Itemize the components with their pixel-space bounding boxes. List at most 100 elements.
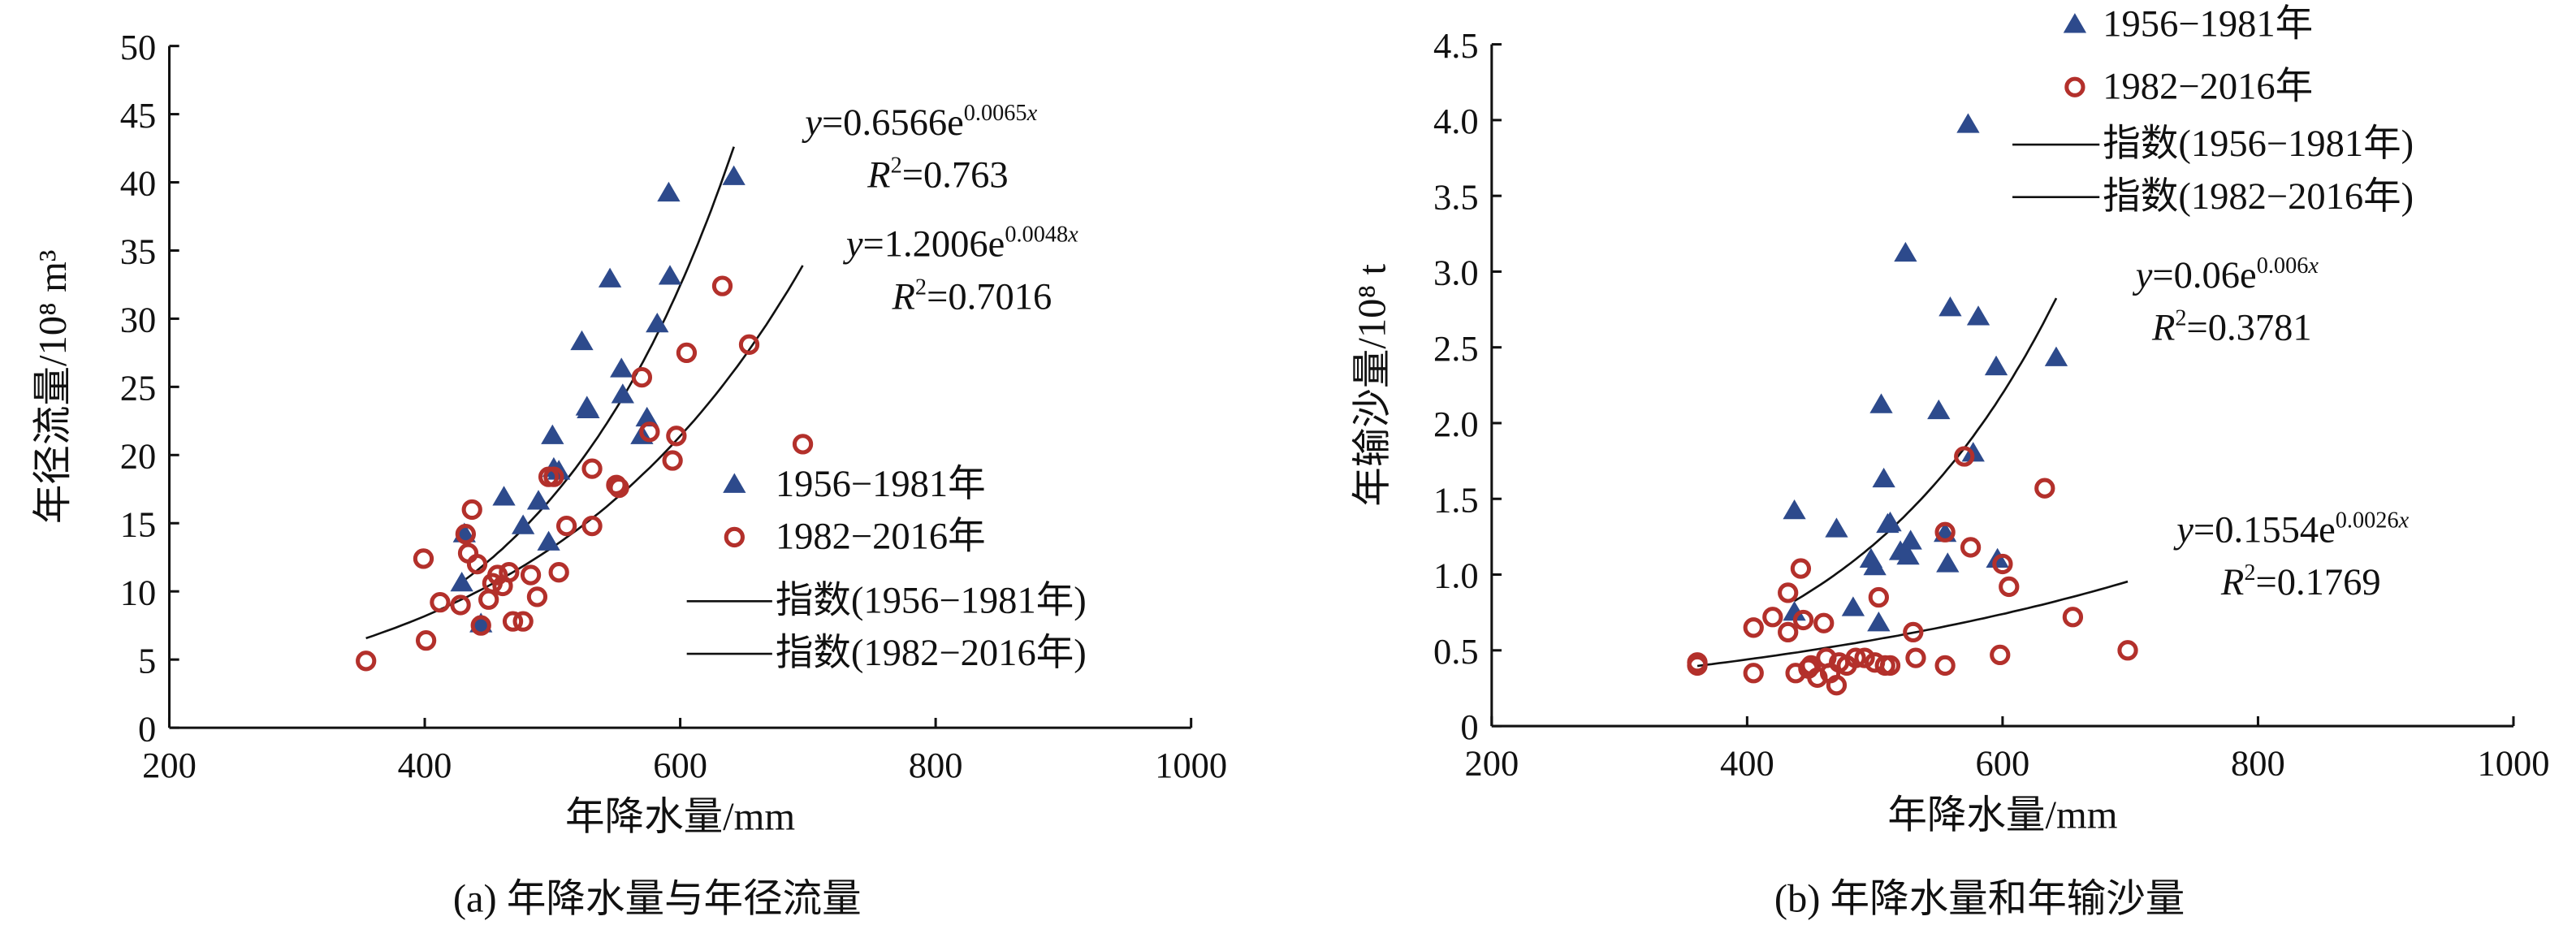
equation-part: =0.1769	[2256, 562, 2381, 603]
y-tick-label: 40	[120, 163, 157, 204]
equation-part: R	[867, 155, 890, 197]
point	[1743, 663, 1764, 684]
point	[1999, 576, 2020, 598]
point	[646, 312, 669, 333]
x-tick-label: 1000	[1155, 745, 1227, 785]
point	[1938, 296, 1962, 317]
subplot: 200 400 600 800 1000 0 5 10 15 20 25 30 35 40 45 50 年降水量…	[32, 27, 1227, 921]
legend-marker	[2063, 13, 2087, 33]
point	[1792, 609, 1814, 631]
equation-part: =0.06e	[2152, 255, 2256, 296]
point	[631, 366, 653, 388]
point	[1841, 596, 1865, 616]
point	[1966, 305, 1990, 326]
y-axis-label: 年输沙量/10⁸ t	[1351, 263, 1394, 506]
point	[1894, 241, 1917, 262]
equation-part: 0.006	[2257, 253, 2309, 279]
point	[1899, 530, 1922, 550]
point	[526, 586, 548, 607]
equation-part: x	[2398, 508, 2410, 533]
equation-part: 2	[2175, 306, 2186, 331]
fit-equation: R2=0.763	[867, 153, 1008, 196]
point	[1869, 393, 1893, 413]
point	[455, 524, 477, 545]
point	[356, 651, 377, 672]
point	[537, 530, 560, 551]
point	[1954, 446, 1975, 467]
point	[1936, 552, 1960, 573]
equation-part: R	[2220, 562, 2244, 603]
y-tick-label: 0.5	[1433, 631, 1479, 672]
point	[635, 406, 659, 427]
point	[1783, 499, 1806, 520]
equation-part: y	[2133, 255, 2153, 296]
y-tick-label: 50	[120, 27, 157, 67]
caption: (a) 年降水量与年径流量	[453, 878, 862, 921]
subplot: 200 400 600 800 1000 0 0.5 1.0 1.5 2.0 2.5 3.0 3.5 4.…	[1351, 4, 2549, 921]
point	[526, 490, 551, 510]
y-tick-label: 10	[120, 572, 157, 612]
point	[2117, 640, 2138, 661]
point	[608, 477, 629, 499]
equation-part: 2	[915, 274, 927, 300]
equation-part: =0.1554e	[2193, 510, 2336, 551]
x-tick-label: 600	[1976, 743, 2030, 784]
x-axis-label: 年降水量/mm	[1887, 793, 2117, 836]
point	[611, 383, 634, 404]
point	[1868, 586, 1889, 608]
point	[466, 553, 488, 575]
legend-label: 1956−1981年	[776, 464, 986, 505]
point	[1956, 113, 1980, 133]
point	[1826, 675, 1848, 696]
point	[1990, 644, 2011, 666]
x-tick-label: 1000	[2477, 743, 2549, 784]
point	[555, 515, 577, 537]
fit-equation: y=0.06e0.006x	[2133, 253, 2319, 296]
fit-equation: y=0.6566e0.0065x	[802, 101, 1037, 144]
equation-part: R	[2151, 308, 2175, 349]
equation-part: R	[892, 276, 915, 318]
point	[676, 342, 698, 364]
y-tick-label: 3.5	[1433, 176, 1479, 217]
x-tick-label: 600	[653, 745, 707, 785]
y-tick-label: 45	[120, 95, 157, 136]
x-tick-label: 200	[1464, 743, 1519, 784]
point	[577, 398, 600, 419]
point	[469, 612, 493, 633]
point	[662, 450, 683, 471]
point	[1790, 558, 1812, 579]
fit-curve	[365, 265, 804, 640]
y-tick-label: 4.5	[1433, 25, 1479, 66]
equation-part: =0.6566e	[822, 102, 964, 144]
point	[520, 564, 542, 586]
x-tick-label: 400	[398, 745, 452, 785]
point	[1934, 655, 1956, 676]
point	[581, 458, 603, 479]
fit-equation: R2=0.1769	[2220, 560, 2381, 603]
point	[598, 267, 622, 287]
point	[492, 486, 516, 506]
y-tick-label: 3.0	[1433, 253, 1479, 293]
fit-equation: R2=0.3781	[2151, 306, 2312, 349]
y-tick-label: 5	[138, 640, 156, 681]
point	[457, 542, 479, 564]
point	[415, 629, 437, 651]
legend-marker	[724, 526, 745, 548]
fit-equation: y=1.2006e0.0048x	[843, 222, 1078, 265]
equation-part: =0.7016	[927, 276, 1052, 318]
equation-part: =0.763	[902, 155, 1009, 197]
point	[1743, 617, 1764, 638]
point	[657, 181, 681, 202]
fit-curve	[1793, 297, 2058, 603]
legend-marker	[2064, 76, 2085, 97]
equation-part: =1.2006e	[863, 224, 1005, 266]
legend-label: 指数(1982−2016年)	[776, 633, 1087, 674]
point	[1905, 647, 1926, 668]
point	[1687, 652, 1708, 673]
y-tick-label: 2.0	[1433, 404, 1479, 444]
point	[430, 591, 451, 613]
y-tick-label: 0	[138, 708, 156, 749]
fit-curve	[460, 146, 735, 583]
fit-equation: y=0.1554e0.0026x	[2173, 508, 2409, 551]
